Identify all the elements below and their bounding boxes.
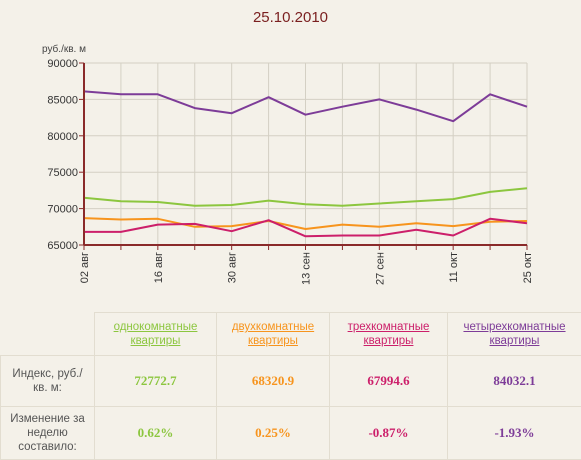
y-tick-label: 65000 [47, 240, 78, 252]
y-axis-ticks: 65000 70000 75000 80000 85000 90000 [47, 58, 84, 252]
x-axis-ticks: 02 авг 16 авг 30 авг 13 сен 27 сен 11 окт 25 о… [79, 245, 534, 285]
y-tick-label: 70000 [47, 204, 78, 216]
x-tick-label: 30 авг [227, 252, 239, 283]
change-value-4: -1.93% [448, 407, 581, 460]
stats-table: однокомнатные квартиры двухкомнатные ква… [0, 312, 581, 460]
index-value-4: 84032.1 [448, 356, 581, 407]
table-header-row: однокомнатные квартиры двухкомнатные ква… [1, 313, 581, 356]
col-header[interactable]: трехкомнатные квартиры [330, 313, 448, 356]
x-tick-label: 11 окт [448, 252, 460, 283]
x-tick-label: 27 сен [374, 252, 386, 285]
index-value-1: 72772.7 [95, 356, 217, 407]
index-value-3: 67994.6 [330, 356, 448, 407]
x-tick-label: 02 авг [79, 252, 91, 283]
table-row-change: Изменение за неделю составило: 0.62% 0.2… [1, 407, 581, 460]
series-link-1[interactable]: однокомнатные квартиры [114, 321, 198, 347]
col-header[interactable]: однокомнатные квартиры [95, 313, 217, 356]
change-value-2: 0.25% [217, 407, 330, 460]
x-tick-label: 25 окт [522, 252, 534, 283]
x-tick-label: 16 авг [153, 252, 165, 283]
change-value-1: 0.62% [95, 407, 217, 460]
plot-area [84, 40, 541, 245]
y-unit-label: руб./кв. м [42, 43, 86, 55]
row-label-index: Индекс, руб./ кв. м: [1, 356, 95, 407]
line-chart: 65000 70000 75000 80000 85000 90000 02 авг 16 … [0, 0, 581, 310]
y-tick-label: 80000 [47, 131, 78, 143]
y-tick-label: 85000 [47, 94, 78, 106]
col-header[interactable]: четырехкомнатные квартиры [448, 313, 581, 356]
x-tick-label: 13 сен [301, 252, 313, 285]
series-link-4[interactable]: четырехкомнатные квартиры [463, 321, 565, 347]
index-value-2: 68320.9 [217, 356, 330, 407]
change-value-3: -0.87% [330, 407, 448, 460]
y-tick-label: 75000 [47, 167, 78, 179]
series-link-3[interactable]: трехкомнатные квартиры [348, 321, 430, 347]
y-tick-label: 90000 [47, 58, 78, 70]
row-label-change: Изменение за неделю составило: [1, 407, 95, 460]
table-corner [1, 313, 95, 356]
series-link-2[interactable]: двухкомнатные квартиры [232, 321, 314, 347]
table-row-index: Индекс, руб./ кв. м: 72772.7 68320.9 679… [1, 356, 581, 407]
col-header[interactable]: двухкомнатные квартиры [217, 313, 330, 356]
